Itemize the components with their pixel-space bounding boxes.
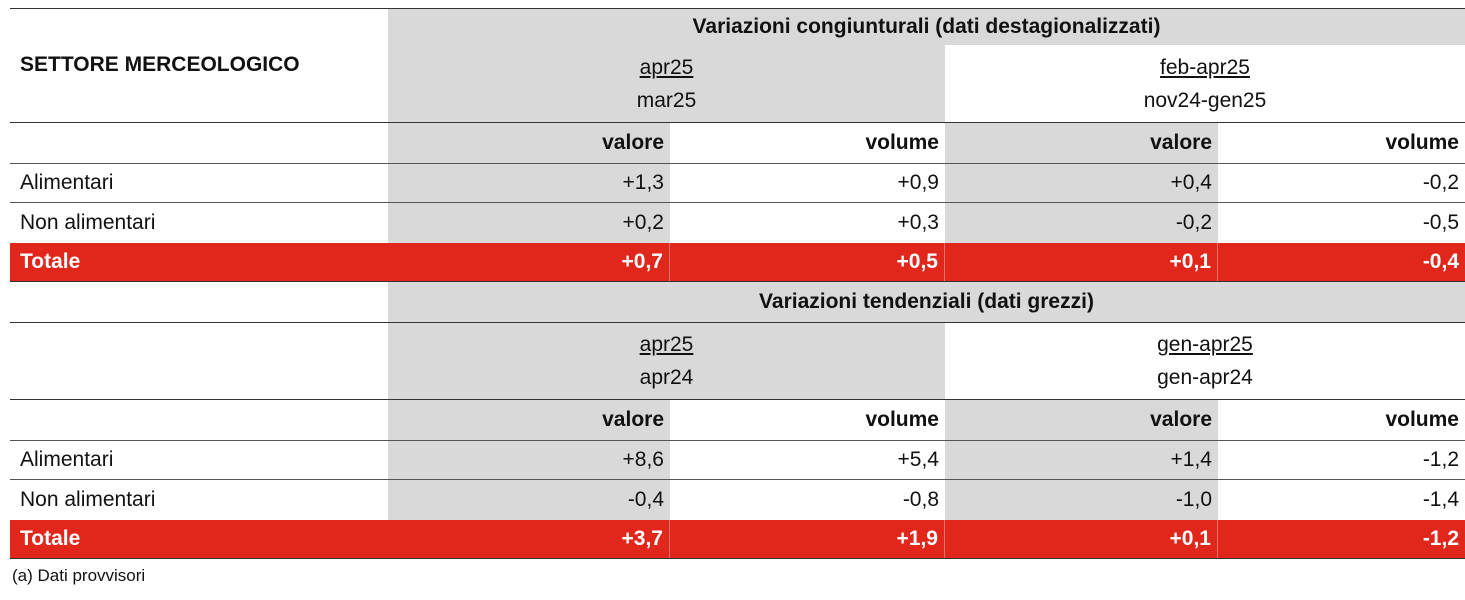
table-cell: +0,2 xyxy=(388,203,670,243)
row-label: Alimentari xyxy=(20,171,114,194)
total-label: Totale xyxy=(20,250,81,273)
section-title-row: Variazioni tendenziali (dati grezzi) xyxy=(10,282,1465,322)
period-2-top: feb-apr25 xyxy=(1160,55,1250,79)
sector-label: SETTORE MERCEOLOGICO xyxy=(20,52,300,76)
table-cell: -1,0 xyxy=(945,480,1218,520)
total-cell: -0,4 xyxy=(1422,250,1459,273)
columns-header-row: valore volume valore volume xyxy=(10,400,1465,441)
table-cell: -0,5 xyxy=(1422,211,1459,234)
table-cell: +5,4 xyxy=(897,448,939,471)
period-2-cell: gen-apr25 gen-apr24 xyxy=(945,323,1465,399)
footnote: (a) Dati provvisori xyxy=(12,566,146,585)
col-header: volume xyxy=(865,131,939,154)
total-cell: +0,5 xyxy=(670,243,945,281)
table-cell: -0,4 xyxy=(388,480,670,520)
section-title: Variazioni congiunturali (dati destagion… xyxy=(388,9,1465,45)
table-cell: -0,2 xyxy=(945,203,1218,243)
total-cell: +1,9 xyxy=(670,520,945,558)
total-cell: +0,1 xyxy=(945,243,1218,281)
table-cell: +1,3 xyxy=(388,164,670,202)
section-congiunturali: SETTORE MERCEOLOGICO Variazioni congiunt… xyxy=(10,8,1465,282)
period-row: apr25 apr24 gen-apr25 gen-apr24 xyxy=(10,322,1465,400)
row-label: Non alimentari xyxy=(20,211,156,234)
table-cell: +0,4 xyxy=(945,164,1218,202)
col-header: valore xyxy=(945,400,1218,440)
row-label: Non alimentari xyxy=(20,488,156,511)
col-header: volume xyxy=(865,408,939,431)
table-cell: +1,4 xyxy=(945,441,1218,479)
section-title: Variazioni tendenziali (dati grezzi) xyxy=(388,282,1465,322)
total-cell: +0,1 xyxy=(945,520,1218,558)
table-cell: -0,2 xyxy=(1422,171,1459,194)
col-header: valore xyxy=(945,123,1218,163)
period-2-top: gen-apr25 xyxy=(1157,333,1253,356)
columns-header-row: valore volume valore volume xyxy=(10,123,1465,164)
row-label: Alimentari xyxy=(20,448,114,471)
table-row: Non alimentari +0,2 +0,3 -0,2 -0,5 xyxy=(10,203,1465,243)
total-row: Totale +3,7 +1,9 +0,1 -1,2 xyxy=(10,520,1465,559)
section-tendenziali: Variazioni tendenziali (dati grezzi) apr… xyxy=(10,282,1465,559)
table-row: Alimentari +8,6 +5,4 +1,4 -1,2 xyxy=(10,441,1465,480)
period-1-cell: apr25 mar25 xyxy=(388,45,945,122)
col-header: valore xyxy=(388,123,670,163)
total-cell: +3,7 xyxy=(388,520,670,558)
table-cell: +0,9 xyxy=(897,171,939,194)
section-title-row: Variazioni congiunturali (dati destagion… xyxy=(10,8,1465,45)
total-cell: -1,2 xyxy=(1422,527,1459,550)
period-2-bottom: nov24-gen25 xyxy=(1143,88,1267,112)
col-header: volume xyxy=(1385,408,1459,431)
table-row: Alimentari +1,3 +0,9 +0,4 -0,2 xyxy=(10,164,1465,203)
period-2-bottom: gen-apr24 xyxy=(1157,366,1253,389)
table-cell: +0,3 xyxy=(897,211,939,234)
period-row: apr25 mar25 feb-apr25 nov24-gen25 xyxy=(10,45,1465,123)
data-table: SETTORE MERCEOLOGICO Variazioni congiunt… xyxy=(10,8,1465,559)
period-1-cell: apr25 apr24 xyxy=(388,323,945,399)
table-cell: -0,8 xyxy=(902,488,939,511)
total-label: Totale xyxy=(20,527,81,550)
table-cell: -1,4 xyxy=(1422,488,1459,511)
col-header: valore xyxy=(388,400,670,440)
total-row: Totale +0,7 +0,5 +0,1 -0,4 xyxy=(10,243,1465,282)
period-2-cell: feb-apr25 nov24-gen25 xyxy=(945,45,1465,122)
table-row: Non alimentari -0,4 -0,8 -1,0 -1,4 xyxy=(10,480,1465,520)
table-cell: +8,6 xyxy=(388,441,670,479)
table-cell: -1,2 xyxy=(1422,448,1459,471)
period-1-top: apr25 xyxy=(639,55,694,79)
period-1-top: apr25 xyxy=(639,333,694,356)
period-1-bottom: mar25 xyxy=(636,88,697,112)
period-1-bottom: apr24 xyxy=(639,366,694,389)
col-header: volume xyxy=(1385,131,1459,154)
total-cell: +0,7 xyxy=(388,243,670,281)
